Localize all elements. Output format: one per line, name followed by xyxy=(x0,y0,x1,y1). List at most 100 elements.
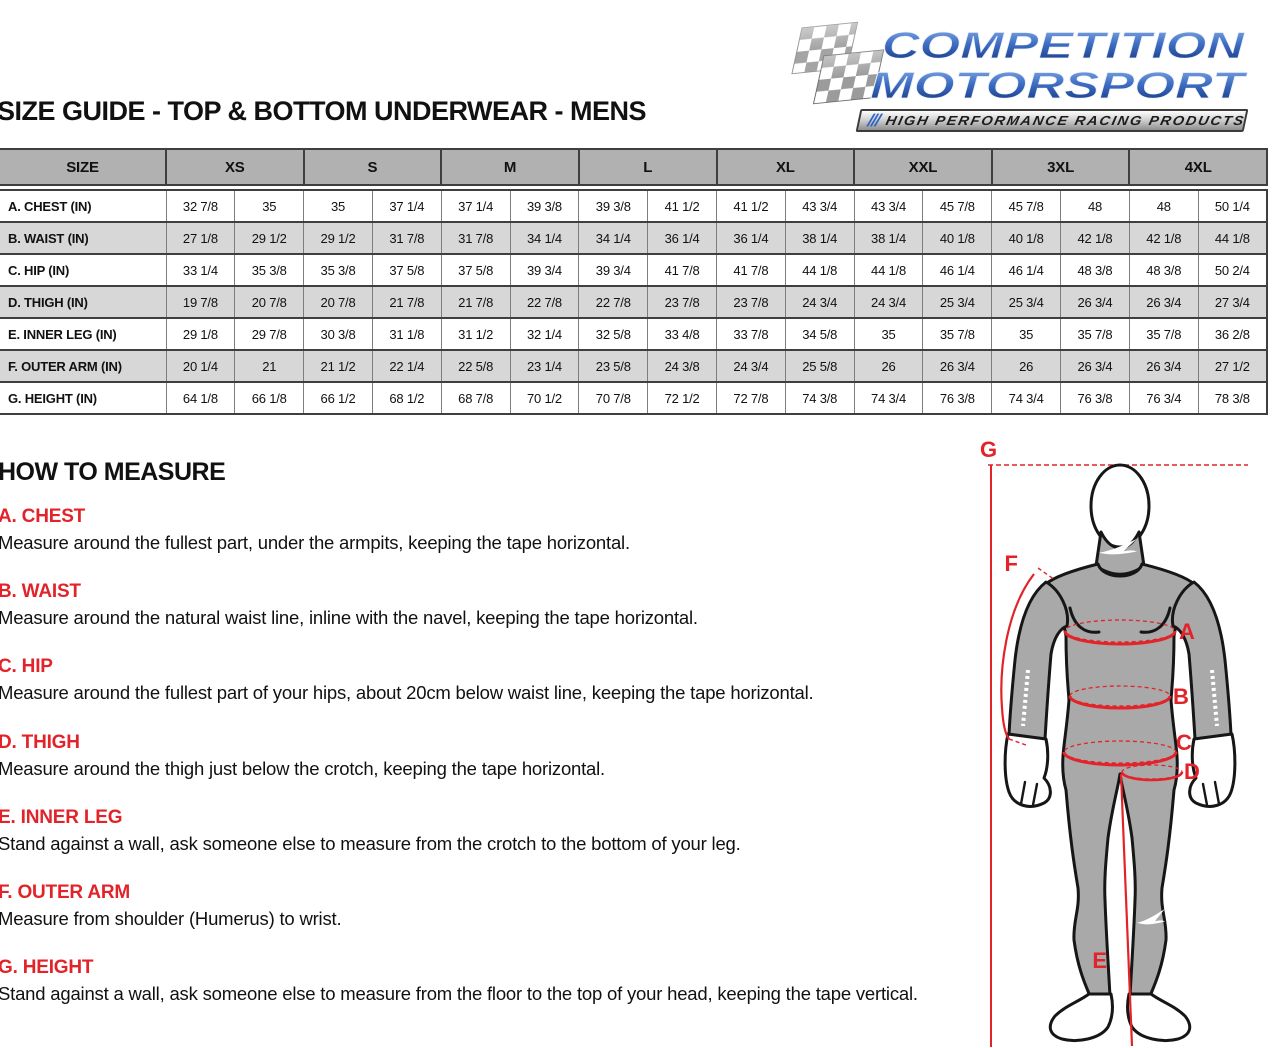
size-header-label: SIZE xyxy=(0,148,167,186)
size-value-cell: 31 1/2 xyxy=(440,317,511,351)
row-label: B. WAIST (IN) xyxy=(0,221,167,255)
size-value-cell: 23 5/8 xyxy=(578,349,649,383)
size-column-header: S xyxy=(302,148,443,186)
chest-measure-arc xyxy=(1063,630,1177,646)
size-value-cell: 29 1/2 xyxy=(303,221,373,255)
size-value-cell: 35 7/8 xyxy=(1060,317,1130,351)
size-column-header: XS xyxy=(165,148,305,186)
size-value-cell: 48 xyxy=(1060,189,1130,223)
size-value-cell: 36 1/4 xyxy=(647,221,717,255)
section-title: G. HEIGHT xyxy=(0,957,94,979)
size-value-cell: 66 1/8 xyxy=(234,381,305,415)
size-value-cell: 34 1/4 xyxy=(578,221,649,255)
figure-left-arm xyxy=(1007,580,1070,741)
table-row: D. THIGH (IN) 19 7/8 20 7/8 20 7/8 21 7/8 21 … xyxy=(0,285,1268,319)
figure-pec-left xyxy=(1068,606,1101,634)
size-value-cell: 37 5/8 xyxy=(371,253,442,287)
size-value-cell: 39 3/4 xyxy=(509,253,580,287)
figure-label-thigh: D xyxy=(1184,759,1200,784)
size-value-cell: 33 7/8 xyxy=(716,317,786,351)
size-value-cell: 43 3/4 xyxy=(784,189,855,223)
size-value-cell: 41 7/8 xyxy=(647,253,717,287)
figure-torso-legs xyxy=(1044,562,1196,998)
size-value-cell: 32 1/4 xyxy=(509,317,580,351)
size-value-cell: 26 3/4 xyxy=(1128,349,1199,383)
outer-arm-dash-bottom xyxy=(1008,738,1027,746)
size-column-header: 4XL xyxy=(1128,148,1269,186)
size-value-cell: 37 5/8 xyxy=(440,253,511,287)
table-row: B. WAIST (IN) 27 1/8 29 1/2 29 1/2 31 7/8 31 … xyxy=(0,221,1268,255)
section-desc: Stand against a wall, ask someone else t… xyxy=(0,983,918,1005)
size-value-cell: 38 1/4 xyxy=(853,221,924,255)
measure-section-waist: B. WAIST Measure around the natural wais… xyxy=(0,581,948,629)
size-value-cell: 23 1/4 xyxy=(509,349,580,383)
size-value-cell: 70 7/8 xyxy=(578,381,649,415)
size-value-cell: 46 1/4 xyxy=(922,253,993,287)
table-row: E. INNER LEG (IN) 29 1/8 29 7/8 30 3/8 31 1/… xyxy=(0,317,1268,351)
size-value-cell: 21 7/8 xyxy=(371,285,442,319)
size-value-cell: 25 3/4 xyxy=(922,285,993,319)
figure-right-hand-fingers xyxy=(1201,780,1221,807)
size-value-cell: 27 3/4 xyxy=(1197,285,1268,319)
measure-section-chest: A. CHEST Measure around the fullest part… xyxy=(0,506,948,554)
figure-right-arm xyxy=(1170,580,1233,741)
size-value-cell: 35 xyxy=(853,317,924,351)
size-value-cell: 26 3/4 xyxy=(922,349,993,383)
size-value-cell: 30 3/8 xyxy=(303,317,373,351)
row-label: D. THIGH (IN) xyxy=(0,285,167,319)
size-value-cell: 22 1/4 xyxy=(371,349,442,383)
size-value-cell: 26 3/4 xyxy=(1060,285,1130,319)
size-value-cell: 25 3/4 xyxy=(991,285,1062,319)
hip-measure-arc xyxy=(1062,751,1178,767)
size-value-cell: 24 3/4 xyxy=(716,349,786,383)
size-value-cell: 38 1/4 xyxy=(784,221,855,255)
size-value-cell: 43 3/4 xyxy=(853,189,924,223)
size-value-cell: 68 1/2 xyxy=(371,381,442,415)
size-value-cell: 45 7/8 xyxy=(991,189,1062,223)
size-value-cell: 25 5/8 xyxy=(784,349,855,383)
figure-label-inner-leg: E xyxy=(1092,948,1107,973)
inner-leg-measure-line xyxy=(1119,773,1134,1047)
size-value-cell: 41 7/8 xyxy=(716,253,786,287)
size-value-cell: 29 1/8 xyxy=(165,317,236,351)
logo-tagline-banner: /// HIGH PERFORMANCE RACING PRODUCTS xyxy=(855,109,1249,132)
how-to-measure-heading: HOW TO MEASURE xyxy=(0,458,226,486)
outer-arm-measure-arc xyxy=(1000,573,1035,740)
size-column-header: L xyxy=(577,148,718,186)
size-value-cell: 22 7/8 xyxy=(578,285,649,319)
size-value-cell: 44 1/8 xyxy=(1197,221,1268,255)
size-value-cell: 31 1/8 xyxy=(371,317,442,351)
size-value-cell: 39 3/8 xyxy=(509,189,580,223)
section-title: C. HIP xyxy=(0,656,53,678)
apparel-star-logos xyxy=(1021,538,1219,925)
figure-label-hip: C xyxy=(1176,730,1192,755)
size-value-cell: 27 1/2 xyxy=(1197,349,1268,383)
row-label: G. HEIGHT (IN) xyxy=(0,381,167,415)
logo-word-1: COMPETITION xyxy=(882,25,1246,66)
size-value-cell: 20 1/4 xyxy=(165,349,236,383)
size-value-cell: 21 7/8 xyxy=(440,285,511,319)
how-to-measure-sections: A. CHEST Measure around the fullest part… xyxy=(0,506,948,1032)
measurement-figure: G F A B C D E xyxy=(980,438,1248,1047)
size-value-cell: 44 1/8 xyxy=(853,253,924,287)
size-value-cell: 68 7/8 xyxy=(440,381,511,415)
section-title: E. INNER LEG xyxy=(0,806,123,828)
size-value-cell: 76 3/8 xyxy=(922,381,993,415)
size-value-cell: 48 3/8 xyxy=(1060,253,1130,287)
section-desc: Measure from shoulder (Humerus) to wrist… xyxy=(0,907,342,929)
size-value-cell: 37 1/4 xyxy=(371,189,442,223)
size-value-cell: 72 7/8 xyxy=(716,381,786,415)
table-row: G. HEIGHT (IN) 64 1/8 66 1/8 66 1/2 68 1/2 68… xyxy=(0,381,1268,415)
banner-slashes-icon: /// xyxy=(866,110,882,130)
row-label: E. INNER LEG (IN) xyxy=(0,317,167,351)
thigh-measure-arc xyxy=(1120,771,1184,782)
size-value-cell: 41 1/2 xyxy=(716,189,786,223)
size-value-cell: 74 3/4 xyxy=(991,381,1062,415)
size-value-cell: 22 7/8 xyxy=(509,285,580,319)
figure-left-hand xyxy=(1003,732,1052,808)
section-title: D. THIGH xyxy=(0,731,80,753)
figure-left-foot xyxy=(1048,992,1114,1042)
size-value-cell: 74 3/4 xyxy=(853,381,924,415)
size-value-cell: 32 5/8 xyxy=(578,317,649,351)
